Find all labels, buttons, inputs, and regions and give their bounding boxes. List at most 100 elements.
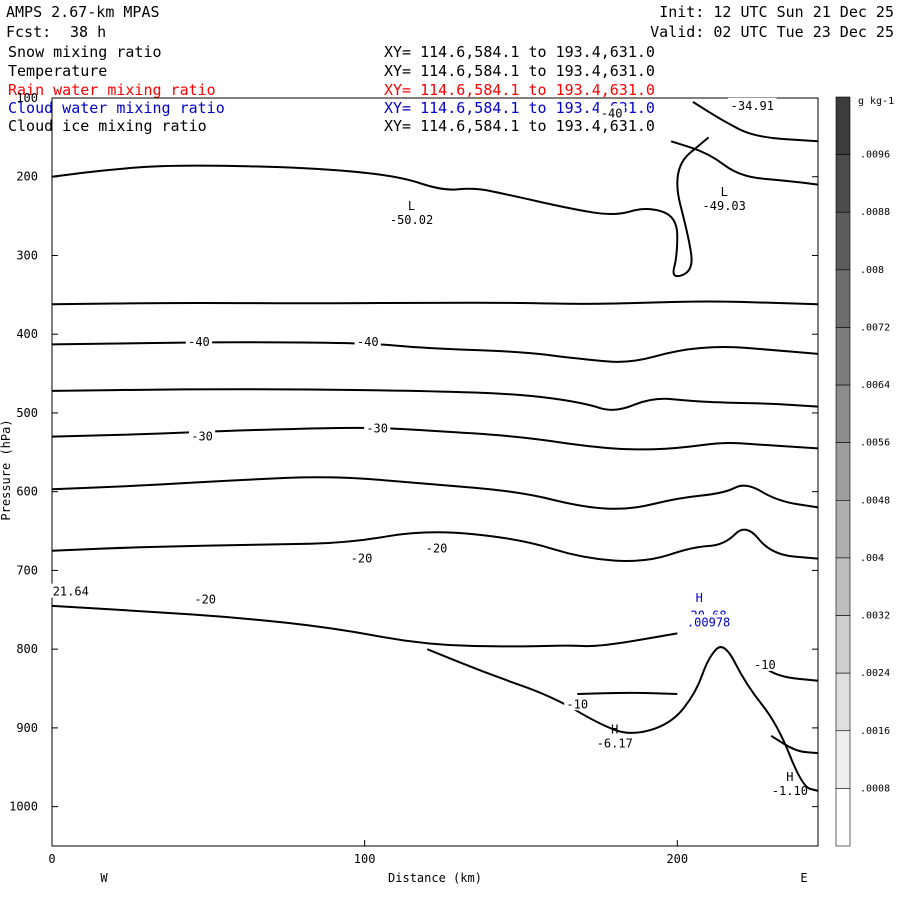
y-tick-label: 700	[16, 563, 38, 577]
contour-label-bg	[684, 614, 733, 629]
field-name: Cloud water mixing ratio	[8, 99, 225, 117]
extremum-letter: H	[786, 770, 793, 784]
contour-label-bg	[564, 696, 591, 711]
field-xy: XY= 114.6,584.1 to 193.4,631.0	[384, 81, 655, 99]
contour-label: -40	[357, 335, 379, 349]
isotherm--40-1	[51, 341, 819, 363]
colorbar-swatch	[835, 269, 851, 328]
field-xy: XY= 114.6,584.1 to 193.4,631.0	[384, 43, 655, 61]
contour-label-bg	[598, 105, 625, 120]
contour-label-bg	[751, 656, 778, 671]
contour-label: -20	[194, 593, 216, 607]
extremum-letter: H	[696, 591, 703, 605]
y-tick-label: 600	[16, 485, 38, 499]
colorbar-label: .0016	[860, 726, 890, 737]
contour-label-layer: -40 -40 -30 -30 -20 -20 -20 -10 -10 -40 -34.91 21.6…	[50, 97, 808, 798]
contour-label-bg	[348, 550, 375, 565]
extremum-letter: H	[611, 723, 618, 737]
colorbar-swatch	[835, 557, 851, 616]
extremum-value: -49.03	[703, 199, 746, 213]
contour-label: .00978	[687, 615, 730, 629]
plot-frame	[51, 97, 819, 847]
forecast-label: Fcst:	[6, 23, 51, 41]
field-xy: XY= 114.6,584.1 to 193.4,631.0	[384, 62, 655, 80]
contour-label: -20	[351, 552, 373, 566]
field-legend: Snow mixing ratio XY= 114.6,584.1 to 193…	[8, 43, 655, 135]
extremum-value: -6.17	[597, 737, 633, 751]
y-tick-label: 1000	[9, 800, 38, 814]
colorbar-swatch	[835, 788, 851, 847]
colorbar-swatch	[835, 96, 851, 155]
isotherm--30-2	[51, 388, 819, 411]
contour-label-bg	[354, 334, 381, 349]
isotherm--10-8	[577, 691, 678, 695]
x-axis-label: Distance (km)	[388, 871, 482, 885]
colorbar-unit: g kg-1	[858, 96, 894, 107]
y-axis: 100 200 300 400 500 600 700 800 900 1000	[9, 91, 818, 814]
contour-label-bg	[423, 540, 450, 555]
colorbar: g kg-1 .0096 .0088 .008 .0072 .0064 .0056 .004…	[835, 96, 894, 847]
valid-time: Valid: 02 UTC Tue 23 Dec 25	[650, 23, 894, 41]
field-xy: XY= 114.6,584.1 to 193.4,631.0	[384, 99, 655, 117]
contour-label-bg	[192, 591, 219, 606]
x-tick-label: 200	[666, 852, 688, 866]
y-tick-label: 800	[16, 642, 38, 656]
colorbar-swatch	[835, 500, 851, 559]
isotherm--30-3	[51, 426, 819, 451]
field-xy: XY= 114.6,584.1 to 193.4,631.0	[384, 117, 655, 135]
colorbar-label: .0048	[860, 495, 890, 506]
extremum-value: -50.02	[390, 213, 433, 227]
y-axis-label: Pressure (hPa)	[0, 419, 13, 520]
isotherm--20-6	[51, 604, 678, 648]
y-tick-label: 400	[16, 327, 38, 341]
colorbar-swatch	[835, 615, 851, 674]
contour-label-bg	[188, 428, 216, 443]
y-tick-label: 200	[16, 170, 38, 184]
init-time: Init: 12 UTC Sun 21 Dec 25	[659, 3, 894, 21]
contour-label-bg	[728, 97, 777, 112]
isotherm--10-7	[426, 646, 819, 792]
isotherm--20-5	[51, 528, 819, 562]
isotherm--50-11	[51, 136, 710, 278]
colorbar-swatch	[835, 730, 851, 789]
colorbar-label: .0096	[860, 150, 890, 161]
contour-label: -30	[191, 430, 213, 444]
colorbar-label: .0072	[860, 322, 890, 333]
west-label: W	[100, 871, 108, 885]
contour-label: -34.91	[731, 99, 774, 113]
contour-label-bg	[364, 420, 391, 435]
x-tick-label: 0	[48, 852, 55, 866]
colorbar-swatch	[835, 154, 851, 213]
contour-label: -40	[601, 107, 623, 121]
field-name: Temperature	[8, 62, 107, 80]
y-tick-label: 900	[16, 721, 38, 735]
colorbar-swatch	[835, 442, 851, 501]
colorbar-swatch	[835, 672, 851, 732]
isotherm--50-12	[692, 101, 819, 143]
colorbar-label: .008	[860, 265, 884, 276]
field-name: Cloud ice mixing ratio	[8, 117, 207, 135]
y-tick-label: 500	[16, 406, 38, 420]
contour-label-bg	[50, 583, 92, 598]
colorbar-label: .0064	[860, 380, 890, 391]
forecast-value: 38 h	[70, 23, 106, 41]
field-name: Snow mixing ratio	[8, 43, 162, 61]
colorbar-label: .0056	[860, 438, 890, 449]
contour-label: -30	[366, 422, 388, 436]
isotherm--50-13	[670, 140, 819, 186]
field-name: Rain water mixing ratio	[8, 81, 216, 99]
contour-label: -10	[754, 658, 776, 672]
colorbar-swatch	[835, 211, 851, 271]
contour-label: -20	[426, 541, 448, 555]
y-tick-label: 100	[16, 91, 38, 105]
contour-label: -40	[188, 335, 210, 349]
east-label: E	[800, 871, 807, 885]
contour-label-bg	[185, 334, 213, 349]
extremum-letter: L	[721, 185, 728, 199]
isotherm--40-0	[51, 300, 819, 306]
isotherm--10-10	[770, 734, 819, 755]
colorbar-swatch	[835, 384, 851, 443]
colorbar-label: .0088	[860, 207, 890, 218]
colorbar-label: .0008	[860, 783, 890, 794]
